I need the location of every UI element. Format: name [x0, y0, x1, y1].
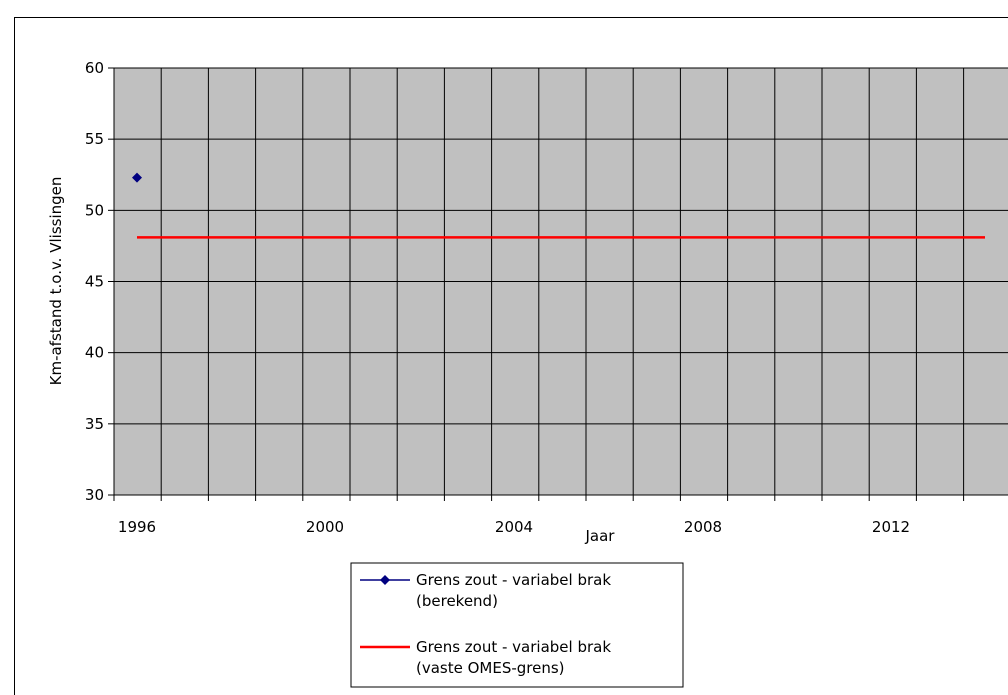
x-tick-label: 2012 — [872, 518, 910, 536]
y-axis-title: Km-afstand t.o.v. Vlissingen — [47, 177, 65, 386]
data-point-berekend — [132, 172, 142, 183]
x-tick-label: 2008 — [684, 518, 722, 536]
y-axis-ticks: 30 35 40 45 50 55 60 — [85, 59, 114, 504]
legend-label-berekend-line2: (berekend) — [416, 592, 498, 610]
y-tick-label: 35 — [85, 415, 104, 433]
y-tick-label: 30 — [85, 486, 104, 504]
x-tick-label: 1996 — [118, 518, 156, 536]
horizontal-gridlines — [114, 67, 1008, 425]
x-axis-ticks: 1996 2000 2004 2008 2012 — [113, 495, 965, 536]
legend-label-berekend-line1: Grens zout - variabel brak — [416, 571, 611, 589]
y-tick-label: 55 — [85, 130, 104, 148]
legend-label-omes-line1: Grens zout - variabel brak — [416, 638, 611, 656]
x-axis-title: Jaar — [585, 527, 616, 545]
x-tick-label: 2000 — [306, 518, 344, 536]
legend-label-omes-line2: (vaste OMES-grens) — [416, 659, 565, 677]
y-tick-label: 60 — [85, 59, 104, 77]
legend-box — [350, 562, 684, 688]
legend-diamond-marker — [380, 575, 390, 585]
y-tick-label: 45 — [85, 273, 104, 291]
legend: Grens zout - variabel brak (berekend) Gr… — [350, 562, 684, 688]
series-layer — [132, 172, 985, 239]
chart-frame — [14, 17, 1008, 695]
y-tick-label: 40 — [85, 344, 104, 362]
x-tick-label: 2004 — [495, 518, 533, 536]
y-tick-label: 50 — [85, 201, 104, 219]
